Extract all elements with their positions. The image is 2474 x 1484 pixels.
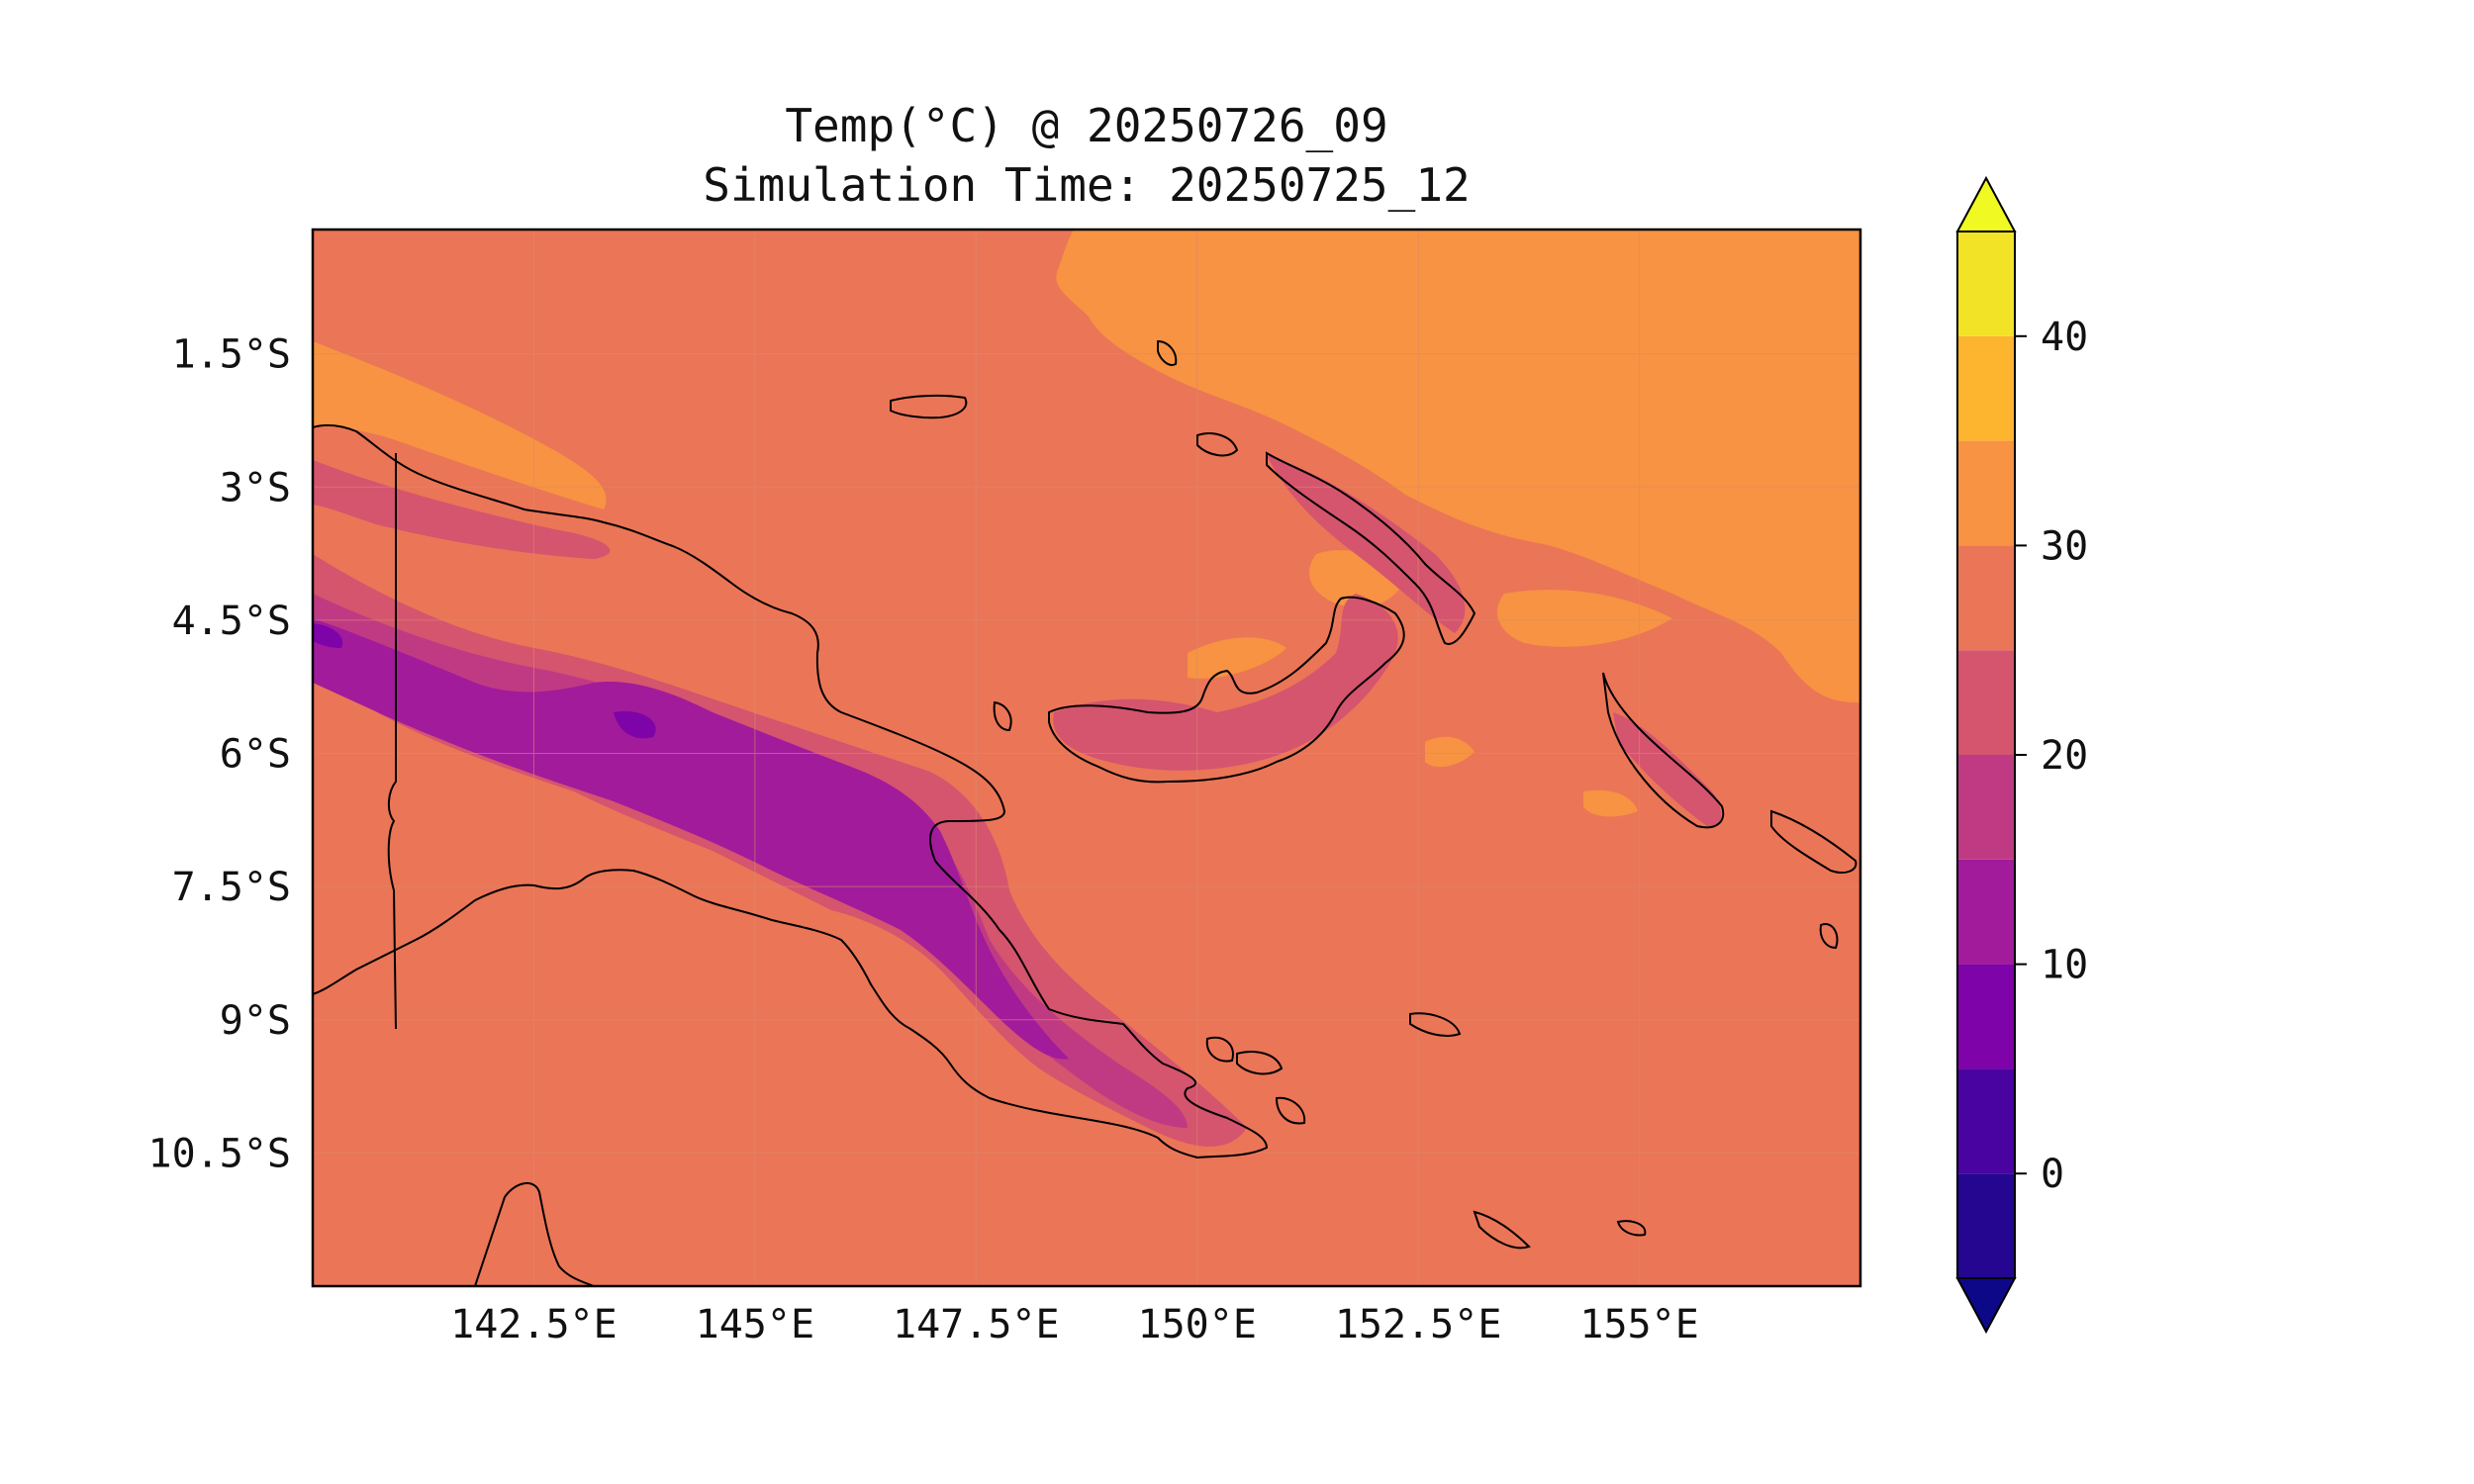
colorbar-band-3 [1957, 859, 2015, 965]
y-tick-label: 3°S [220, 465, 291, 510]
coastline-dentrecasteaux-2 [1236, 1051, 1284, 1075]
coldest-patch-central [614, 711, 656, 739]
y-axis: 1.5°S 3°S 4.5°S 6°S 7.5°S 9°S 10.5°S [148, 332, 292, 1177]
warm-patch-4 [1496, 590, 1672, 647]
coastline-trobriand [1409, 1012, 1462, 1037]
cool-band-new-britain [1053, 594, 1398, 771]
colorbar-tick-label: 10 [2041, 943, 2088, 988]
colorbar-band-8 [1957, 335, 2015, 441]
x-tick-label: 142.5°E [450, 1302, 618, 1347]
coastline-islet-3 [993, 700, 1012, 732]
colorbar-band-1 [1957, 1068, 2015, 1174]
warm-patch-2 [1188, 637, 1286, 679]
coastline-cape-york [474, 1182, 595, 1286]
cool-band-new-ireland [1267, 455, 1466, 633]
colorbar-tick-label: 40 [2041, 315, 2088, 360]
colorbar: 0 10 20 30 40 [1955, 175, 2088, 1335]
map-frame [311, 228, 1862, 1288]
warm-patch-3 [1425, 736, 1475, 768]
warm-patch-5 [1583, 789, 1638, 817]
gridlines [313, 230, 1860, 1286]
colorbar-band-2 [1957, 964, 2015, 1069]
cool-band-bougainville [1613, 712, 1722, 827]
colorbar-band-9 [1957, 232, 2015, 336]
coastline-solomon-north [1770, 809, 1857, 874]
x-tick-label: 147.5°E [893, 1302, 1060, 1347]
coastline-islet-2 [1819, 923, 1839, 950]
coastline-manus [890, 394, 968, 419]
coastline-dentrecasteaux-3 [1275, 1096, 1306, 1125]
colorbar-band-7 [1957, 440, 2015, 546]
coastline-border [387, 453, 397, 1030]
coastline-island-2 [1157, 339, 1178, 366]
warm-region-northeast [1056, 230, 1860, 703]
y-tick-label: 9°S [220, 998, 291, 1044]
coastline-louisiade [1473, 1210, 1531, 1250]
colorbar-band-5 [1957, 650, 2015, 755]
y-tick-label: 1.5°S [172, 332, 291, 378]
colorbar-extend-min [1955, 1277, 2017, 1335]
y-tick-label: 4.5°S [172, 599, 291, 644]
warm-region-northwest [313, 341, 607, 510]
x-tick-label: 145°E [696, 1302, 814, 1347]
cold-core-highlands [313, 618, 1069, 1060]
coastline-islet-1 [1616, 1220, 1647, 1237]
coastline-new-guinea [313, 423, 1269, 1159]
map-area: 142.5°E 145°E 147.5°E 150°E 152.5°E 155°E 1.5… [148, 228, 1862, 1347]
x-axis: 142.5°E 145°E 147.5°E 150°E 152.5°E 155°E [450, 1302, 1699, 1347]
coldest-patch-west [313, 623, 343, 648]
colorbar-band-0 [1957, 1173, 2015, 1278]
map-title-line1: Temp(°C) @ 20250726_09 [785, 99, 1388, 152]
map-title-line2: Simulation Time: 20250725_12 [703, 158, 1471, 212]
y-tick-label: 7.5°S [172, 865, 291, 910]
coastline-new-ireland [1266, 451, 1476, 645]
temperature-fields [313, 230, 1860, 1147]
coastline-bougainville [1602, 672, 1725, 829]
colorbar-band-4 [1957, 755, 2015, 860]
coastline-dentrecasteaux-1 [1205, 1036, 1234, 1063]
colorbar-band-6 [1957, 545, 2015, 651]
x-tick-label: 150°E [1138, 1302, 1257, 1347]
coastline-new-britain [1048, 596, 1405, 784]
colorbar-tick-label: 20 [2041, 733, 2088, 779]
y-tick-label: 6°S [220, 732, 291, 778]
y-tick-label: 10.5°S [148, 1131, 292, 1176]
colorbar-tick-label: 0 [2041, 1152, 2064, 1197]
colorbar-extend-max [1955, 175, 2017, 232]
x-tick-label: 152.5°E [1335, 1302, 1502, 1347]
x-tick-label: 155°E [1579, 1302, 1698, 1347]
coastline-island-1 [1196, 432, 1239, 457]
colorbar-tick-label: 30 [2041, 523, 2088, 569]
cool-band-northwest [313, 460, 611, 559]
coastlines [313, 339, 1857, 1286]
